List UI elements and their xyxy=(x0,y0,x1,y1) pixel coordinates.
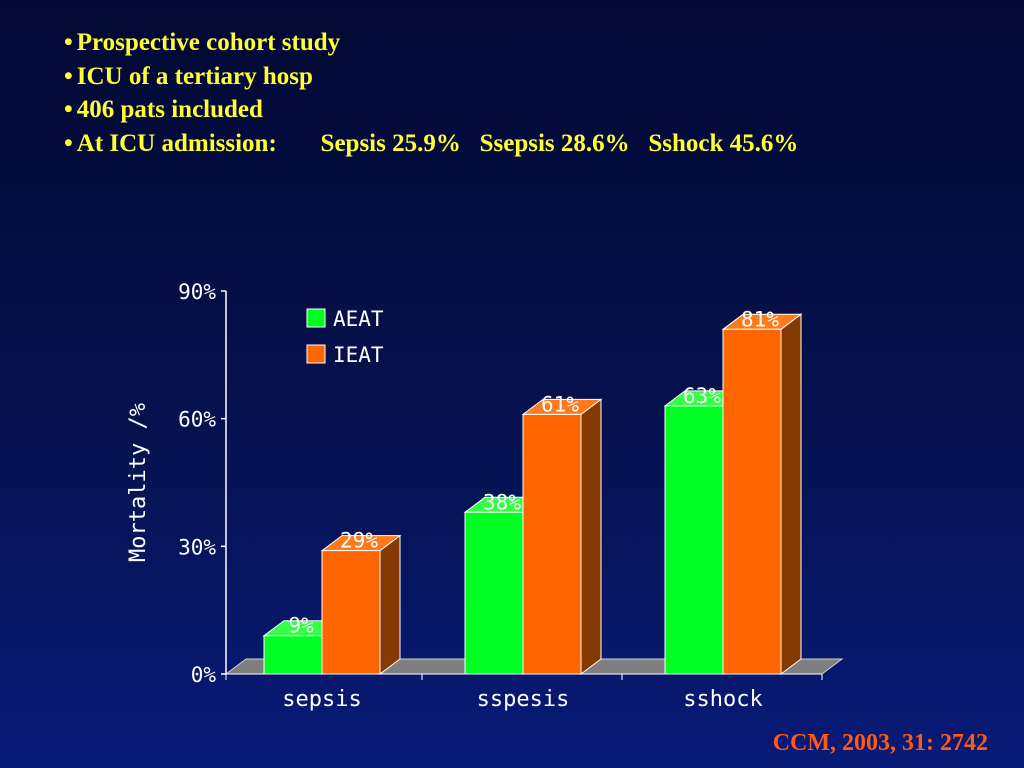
citation: CCM, 2003, 31: 2742 xyxy=(772,730,988,756)
x-tick-label: sspesis xyxy=(477,687,570,712)
legend-swatch xyxy=(306,344,326,364)
y-tick-label: 30% xyxy=(178,535,216,559)
bullet-text: At ICU admission: Sepsis 25.9% Ssepsis 2… xyxy=(76,129,799,157)
legend-label: AEAT xyxy=(333,307,384,331)
bar xyxy=(664,405,724,675)
bullet-text: ICU of a tertiary hosp xyxy=(76,62,313,90)
bullet-list: • Prospective cohort study • ICU of a tert… xyxy=(64,26,798,160)
bullet-item: • At ICU admission: Sepsis 25.9% Ssepsis … xyxy=(64,127,798,161)
bar xyxy=(321,550,381,675)
data-label: 29% xyxy=(340,529,378,553)
y-tick-label: 90% xyxy=(178,280,216,304)
x-tick-label: sepsis xyxy=(282,687,361,712)
data-label: 38% xyxy=(483,490,521,514)
legend-swatch xyxy=(306,308,326,328)
data-label: 61% xyxy=(541,392,579,416)
bullet-dot: • xyxy=(64,129,73,157)
bullet-text: Prospective cohort study xyxy=(76,29,341,56)
x-tick-label: sshock xyxy=(683,687,762,712)
bar-side xyxy=(580,398,602,675)
bullet-text: 406 pats included xyxy=(76,96,263,123)
y-axis-title: Mortality /% xyxy=(126,403,151,562)
bar xyxy=(522,413,582,675)
bar-side xyxy=(379,534,401,675)
bullet-item: • Prospective cohort study xyxy=(64,26,798,60)
y-tick-label: 0% xyxy=(191,663,217,687)
bullet-dot: • xyxy=(64,29,73,56)
bullet-dot: • xyxy=(64,96,73,123)
data-label: 9% xyxy=(288,614,314,638)
legend-label: IEAT xyxy=(333,343,384,367)
bullet-dot: • xyxy=(64,62,73,90)
bullet-item: • ICU of a tertiary hosp xyxy=(64,60,798,94)
bullet-item: • 406 pats included xyxy=(64,93,798,127)
data-label: 63% xyxy=(683,384,721,408)
bar xyxy=(263,635,323,675)
bar-side xyxy=(780,313,802,675)
y-tick-label: 60% xyxy=(178,408,216,432)
bar xyxy=(464,511,524,675)
data-label: 81% xyxy=(741,307,779,331)
bar xyxy=(722,328,782,675)
